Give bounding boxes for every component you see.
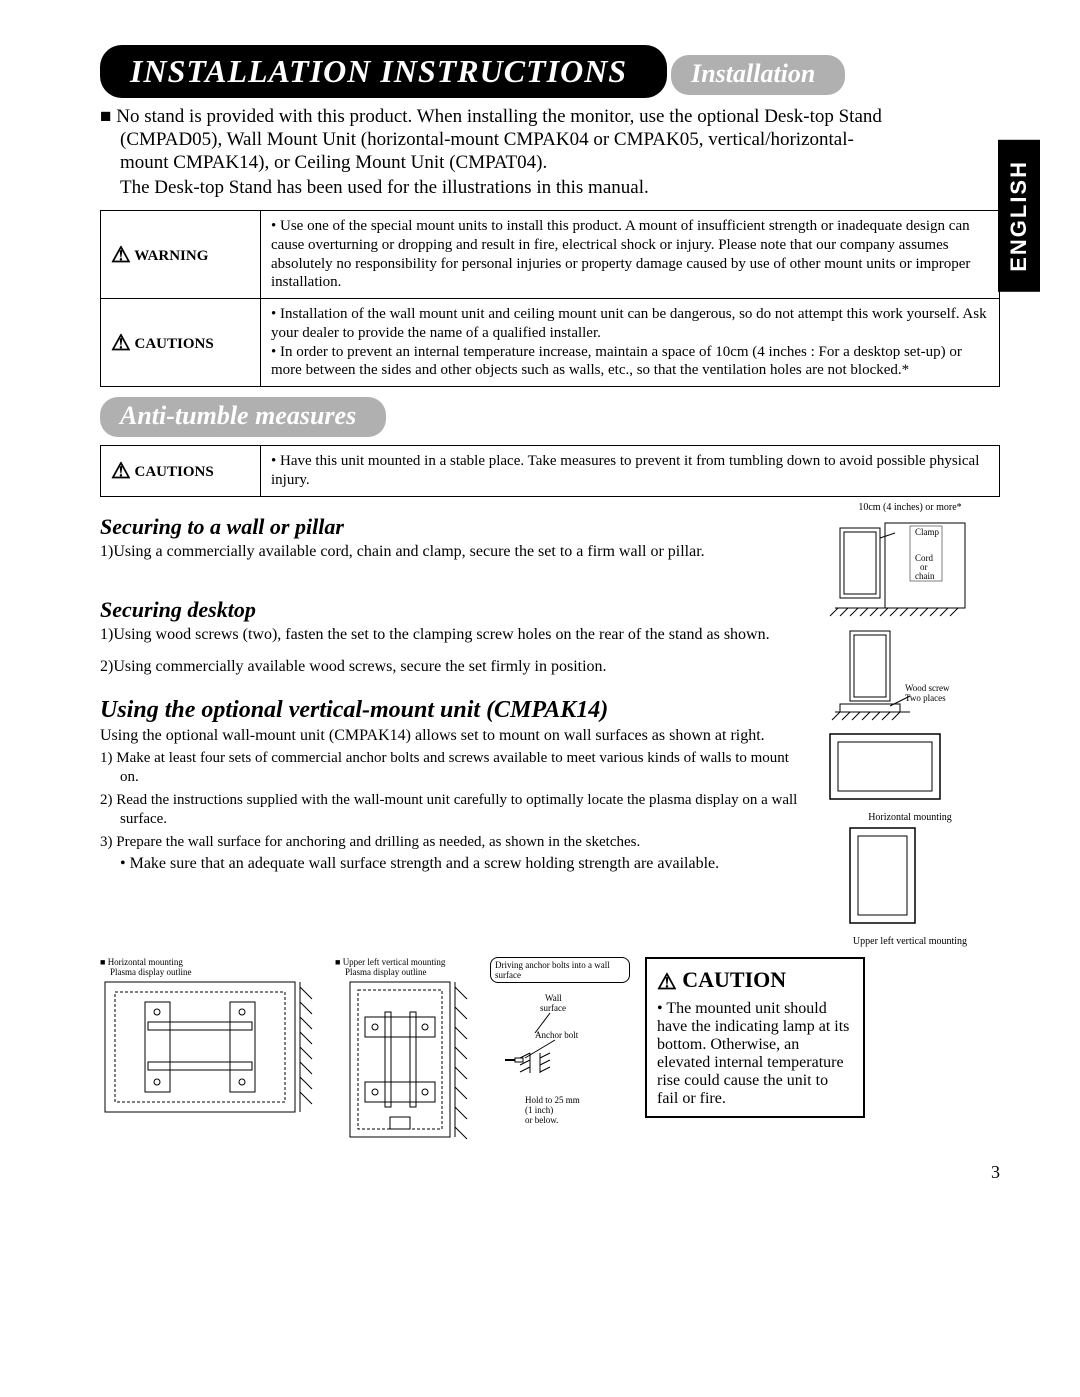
cautions2-label-cell: ⚠ CAUTIONS bbox=[101, 446, 261, 497]
hm-label: Horizontal mounting bbox=[108, 957, 183, 967]
warning-triangle-icon: ⚠ bbox=[111, 329, 131, 357]
securing-desktop-item2: 2)Using commercially available wood scre… bbox=[100, 657, 810, 677]
section-installation-pill: Installation bbox=[671, 55, 845, 95]
diagram-gap-label: 10cm (4 inches) or more* bbox=[820, 502, 1000, 513]
svg-text:Hold to 25 mm: Hold to 25 mm bbox=[525, 1095, 580, 1105]
warning-text-cell: Use one of the special mount units to in… bbox=[261, 211, 1000, 299]
vertical-mount-item1: 1) Make at least four sets of commercial… bbox=[100, 749, 810, 788]
horizontal-mounting-detail: ■ Horizontal mounting Plasma display out… bbox=[100, 957, 320, 1127]
section-antitumble-pill: Anti-tumble measures bbox=[100, 397, 386, 437]
ulv-label: Upper left vertical mounting bbox=[343, 957, 446, 967]
vertical-mount-item3: 3) Prepare the wall surface for anchorin… bbox=[100, 833, 810, 853]
anchor-bolt-label: Anchor bolt bbox=[535, 1030, 579, 1040]
horizontal-mounting-label: Horizontal mounting bbox=[820, 812, 1000, 823]
caution-box: ⚠ CAUTION The mounted unit should have t… bbox=[645, 957, 865, 1118]
vertical-mount-intro: Using the optional wall-mount unit (CMPA… bbox=[100, 726, 810, 746]
table-row: ⚠ CAUTIONS Installation of the wall moun… bbox=[101, 299, 1000, 387]
intro-text-1: No stand is provided with this product. … bbox=[100, 106, 940, 174]
table-row: ⚠ CAUTIONS Have this unit mounted in a s… bbox=[101, 446, 1000, 497]
cautions2-text-cell: Have this unit mounted in a stable place… bbox=[261, 446, 1000, 497]
svg-text:or below.: or below. bbox=[525, 1115, 558, 1125]
cautions-bullet-1: Installation of the wall mount unit and … bbox=[271, 305, 989, 343]
cautions-table-2: ⚠ CAUTIONS Have this unit mounted in a s… bbox=[100, 445, 1000, 497]
cautions2-bullet-text: Have this unit mounted in a stable place… bbox=[271, 453, 979, 488]
warning-triangle-icon: ⚠ bbox=[111, 457, 131, 485]
plasma-outline-label2: Plasma display outline bbox=[345, 967, 475, 977]
vertical-mount-heading: Using the optional vertical-mount unit (… bbox=[100, 697, 810, 724]
cautions2-label-text: CAUTIONS bbox=[134, 464, 213, 480]
anchor-bolt-detail: Driving anchor bolts into a wall surface… bbox=[490, 957, 630, 1143]
cautions-bullet-2: In order to prevent an internal temperat… bbox=[271, 343, 989, 381]
warning-label-cell: ⚠ WARNING bbox=[101, 211, 261, 299]
vertical-mounting-detail: ■ Upper left vertical mounting Plasma di… bbox=[335, 957, 475, 1147]
cautions-label-cell: ⚠ CAUTIONS bbox=[101, 299, 261, 387]
svg-text:chain: chain bbox=[915, 571, 935, 581]
warning-bullet-text: Use one of the special mount units to in… bbox=[271, 218, 970, 290]
driving-anchor-label: Driving anchor bolts into a wall surface bbox=[490, 957, 630, 983]
securing-wall-heading: Securing to a wall or pillar bbox=[100, 514, 810, 540]
securing-wall-item1: 1)Using a commercially available cord, c… bbox=[100, 542, 810, 562]
intro-text-2: The Desk-top Stand has been used for the… bbox=[100, 176, 940, 200]
clamp-label: Clamp bbox=[915, 527, 939, 537]
securing-desktop-heading: Securing desktop bbox=[100, 597, 810, 623]
warning-cautions-table: ⚠ WARNING Use one of the special mount u… bbox=[100, 210, 1000, 387]
table-row: ⚠ WARNING Use one of the special mount u… bbox=[101, 211, 1000, 299]
svg-text:Two places: Two places bbox=[905, 693, 946, 703]
wood-screw-label: Wood screw bbox=[905, 683, 950, 693]
upper-left-vertical-label: Upper left vertical mounting bbox=[820, 936, 1000, 947]
wall-clamp-diagram-icon: Clamp Cord or chain bbox=[820, 513, 970, 623]
caution-box-text: The mounted unit should have the indicat… bbox=[657, 1000, 853, 1108]
caution-box-title: CAUTION bbox=[682, 967, 786, 992]
warning-triangle-icon: ⚠ bbox=[111, 241, 131, 269]
wood-screw-diagram-icon: Wood screw Two places bbox=[820, 626, 970, 726]
vertical-mount-note: • Make sure that an adequate wall surfac… bbox=[100, 854, 810, 874]
plasma-outline-label: Plasma display outline bbox=[110, 967, 320, 977]
svg-text:Wall: Wall bbox=[545, 993, 562, 1003]
securing-desktop-item1: 1)Using wood screws (two), fasten the se… bbox=[100, 625, 810, 645]
language-tab: ENGLISH bbox=[998, 140, 1040, 292]
vertical-mounting-diagram-icon bbox=[840, 823, 930, 933]
cautions-text-cell: Installation of the wall mount unit and … bbox=[261, 299, 1000, 387]
svg-text:surface: surface bbox=[540, 1003, 566, 1013]
cautions-label-text: CAUTIONS bbox=[134, 336, 213, 352]
main-title: INSTALLATION INSTRUCTIONS bbox=[100, 45, 667, 98]
warning-triangle-icon: ⚠ bbox=[657, 969, 677, 995]
warning-label-text: WARNING bbox=[134, 248, 208, 264]
page-number: 3 bbox=[100, 1162, 1000, 1183]
vertical-mount-item2: 2) Read the instructions supplied with t… bbox=[100, 791, 810, 830]
svg-text:(1 inch): (1 inch) bbox=[525, 1105, 553, 1115]
horizontal-mounting-diagram-icon bbox=[820, 729, 950, 809]
